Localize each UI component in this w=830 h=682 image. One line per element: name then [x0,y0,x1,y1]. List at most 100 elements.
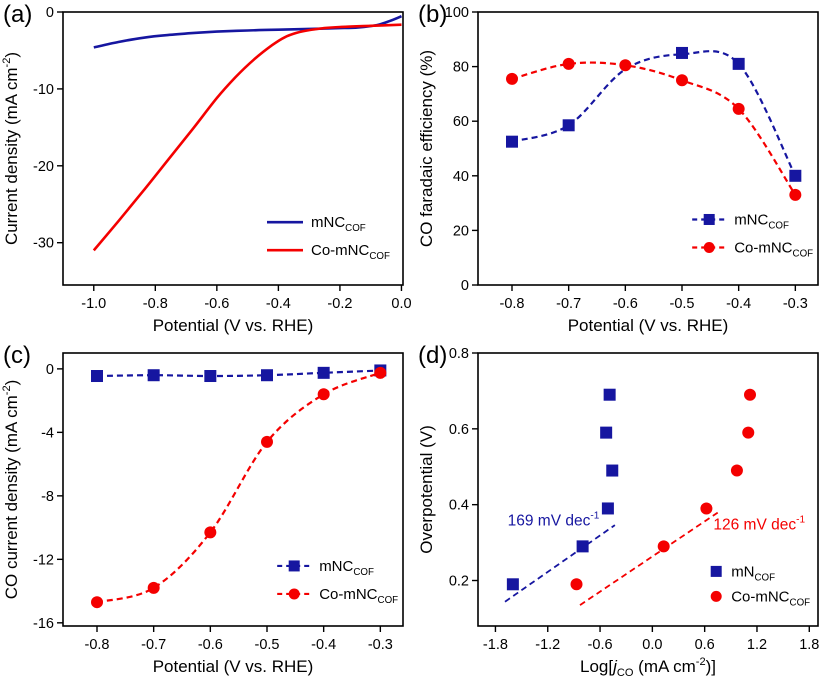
data-point-mNC-COF [317,366,330,379]
legend-label-Co-mNC-COF: Co-mNCCOF [319,586,398,606]
x-tick-label: 1.2 [747,637,767,653]
y-ticks: 0 -4 -8 -12 -16 [33,362,63,632]
data-point-mNC-COF [261,369,273,382]
y-tick-label: 0.2 [449,574,469,590]
data-point-mNC-COF [506,135,518,148]
y-axis-label: Current density (mA cm-2) [1,52,21,245]
y-tick-label: 20 [453,223,469,239]
panel-d: (d) -1.8 -1.2 -0.6 0.0 0.6 1.2 1.8 0.2 0.4 0.6 0.8… [415,341,830,682]
x-tick-label: 0.0 [642,637,662,653]
y-tick-label: -16 [33,616,54,632]
axis-box [62,352,404,627]
axis-box [477,352,819,627]
x-tick-label: 1.8 [799,637,819,653]
data-point-mN-COF [576,540,589,553]
x-ticks: -0.8 -0.7 -0.6 -0.5 -0.4 -0.3 [85,626,393,653]
x-tick-label: -0.6 [204,296,229,312]
data-point-Co-mNC-COF [730,464,743,477]
legend-marker-Co-mNC-COF [288,588,300,600]
series-line-mNC-COF [96,369,381,378]
y-axis-label: CO current density (mA cm-2) [1,380,21,600]
x-tick-label: -0.7 [141,637,166,653]
panel-b-chart: -0.8 -0.7 -0.6 -0.5 -0.4 -0.3 0 20 40 60 80 100 Pote… [417,5,819,335]
legend-marker-Co-mNC-COF [710,590,722,602]
x-tick-label: -0.3 [368,637,393,653]
panel-a-label: (a) [3,1,33,28]
legend-label-mNC-COF: mNCCOF [319,558,374,578]
x-tick-label: -1.8 [483,637,508,653]
tafel-slope-Co-mNC-COF: 126 mV dec-1 [713,514,805,533]
data-point-Co-mNC-COF [317,388,330,401]
data-point-mN-COF [603,388,616,401]
y-tick-label: -8 [41,489,54,505]
x-tick-label: 0.0 [391,296,411,312]
series-mNC-COF [91,364,387,383]
y-tick-label: 40 [453,169,469,185]
y-tick-label: -30 [33,236,54,252]
series-mN-COF [506,388,619,591]
data-point-Co-mNC-COF [570,578,583,591]
x-tick-label: -1.2 [535,637,560,653]
axis-box [62,11,404,286]
y-ticks: 0.2 0.4 0.6 0.8 [449,346,478,590]
data-point-mN-COF [606,464,619,477]
x-tick-label: -0.6 [588,637,613,653]
series-line-mNC-COF [93,15,403,49]
data-point-mNC-COF [204,370,217,383]
data-point-mN-COF [506,578,519,591]
x-tick-label: -0.2 [327,296,352,312]
x-tick-label: -0.8 [85,637,110,653]
series-Co-mNC-COF-tafel-fit [579,511,719,606]
x-tick-label: -0.4 [311,637,336,653]
x-axis-label: Potential (V vs. RHE) [153,657,314,676]
x-axis-label: Log[jCO (mA cm-2)] [580,656,716,679]
x-tick-label: -1.0 [81,296,106,312]
data-point-Co-mNC-COF [261,435,273,448]
legend-label-Co-mNC-COF: Co-mNCCOF [311,242,390,262]
series-line-Co-mNC-COF [92,23,402,252]
legend-label-Co-mNC-COF: Co-mNCCOF [734,239,813,259]
data-point-Co-mNC-COF [374,366,387,379]
panel-b-label: (b) [418,1,448,28]
series-Co-mNC-COF [570,388,756,591]
y-tick-label: -10 [33,82,54,98]
legend: mNCCOF Co-mNCCOF [277,558,398,606]
y-tick-label: 60 [453,114,469,130]
data-point-Co-mNC-COF [744,388,756,401]
x-tick-label: -0.8 [500,296,525,312]
legend-label-Co-mNC-COF: Co-mNCCOF [731,588,810,608]
x-tick-label: 0.6 [695,637,715,653]
x-tick-label: -0.6 [613,296,638,312]
x-tick-label: -0.6 [198,637,223,653]
legend-label-mN-COF: mNCOF [731,563,775,583]
legend-label-mNC-COF: mNCCOF [734,211,789,231]
y-tick-label: -20 [33,159,54,175]
y-tick-label: 0 [46,5,54,21]
data-point-mN-COF [600,426,613,439]
series-line-mN-COF-tafel-fit [504,524,616,603]
x-ticks: -1.8 -1.2 -0.6 0.0 0.6 1.2 1.8 [483,626,819,653]
x-axis-label: Potential (V vs. RHE) [153,316,314,335]
x-ticks: -0.8 -0.7 -0.6 -0.5 -0.4 -0.3 [500,285,808,312]
legend-marker-Co-mNC-COF [703,241,715,253]
x-tick-label: -0.5 [255,637,280,653]
series-Co-mNC-COF [91,366,387,609]
y-tick-label: 0.8 [449,346,469,362]
series-line-Co-mNC-COF-tafel-fit [579,511,719,606]
axis-box [477,11,819,286]
data-point-Co-mNC-COF [91,596,103,609]
y-tick-label: 0 [46,362,54,378]
x-ticks: -1.0 -0.8 -0.6 -0.4 -0.2 0.0 [81,285,412,312]
series-mN-COF-tafel-fit [504,524,616,603]
panel-d-chart: -1.8 -1.2 -0.6 0.0 0.6 1.2 1.8 0.2 0.4 0.6 0.8 Log[… [417,346,819,679]
series-line-Co-mNC-COF [511,61,797,196]
x-tick-label: -0.7 [556,296,581,312]
data-point-Co-mNC-COF [676,74,688,87]
y-tick-label: 0.4 [449,498,469,514]
data-point-Co-mNC-COF [619,59,632,72]
data-point-Co-mNC-COF [742,426,755,439]
data-point-mN-COF [601,502,614,515]
y-ticks: 0 -10 -20 -30 [33,5,63,252]
series-Co-mNC-COF [92,23,402,252]
y-tick-label: -12 [33,552,54,568]
